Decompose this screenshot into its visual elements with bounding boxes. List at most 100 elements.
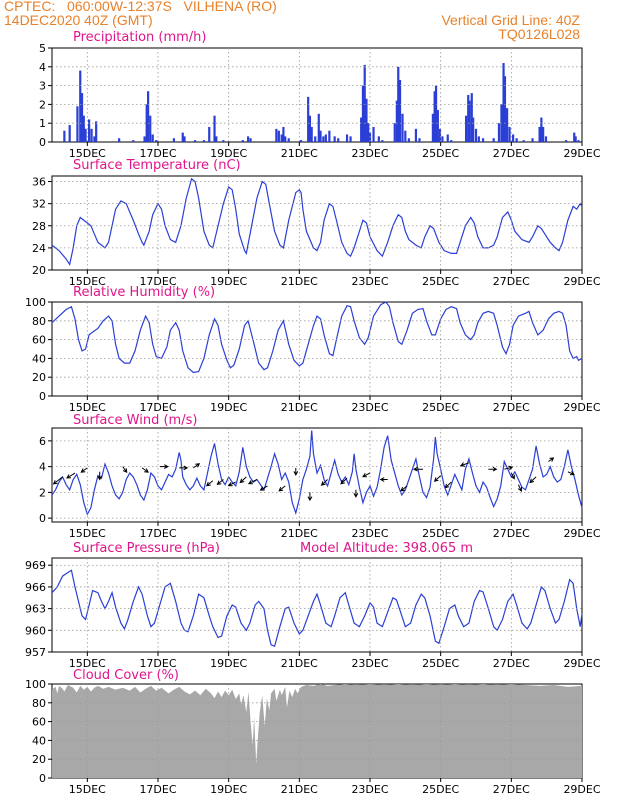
precip-bar (322, 136, 325, 142)
x-tick-label: 27DEC (493, 527, 530, 540)
surface-wind-panel: 0 2 4 6 15DEC 17DEC 19DEC 21DEC 23DEC 25DEC 27DEC 2… (39, 413, 601, 540)
x-tick-label: 17DEC (139, 527, 176, 540)
y-tick-label: 20 (32, 371, 46, 384)
precip-bar (404, 130, 407, 142)
y-tick-label: 960 (25, 624, 46, 637)
y-tick-label: 28 (32, 220, 46, 233)
wind-vector (193, 463, 201, 469)
precip-bar (277, 130, 280, 142)
x-tick-label: 29DEC (563, 783, 600, 796)
precip-bar (474, 128, 478, 142)
precip-bar (497, 123, 501, 142)
precip-bar (310, 126, 313, 142)
precip-bar (314, 136, 317, 142)
precip-bar (565, 140, 568, 142)
precip-bar (397, 66, 400, 142)
precip-bar (468, 100, 471, 142)
panel-title: Surface Pressure (hPa) (73, 541, 220, 556)
plot-frame (51, 301, 583, 397)
precip-bar (333, 136, 336, 142)
wind-vector (433, 475, 442, 482)
x-tick-label: 19DEC (210, 527, 247, 540)
wind-vector (80, 467, 88, 473)
precip-bar (183, 136, 186, 142)
y-tick-label: 5 (39, 42, 46, 55)
precip-bar (441, 136, 444, 142)
precip-bar (512, 134, 515, 142)
forecast-start-time: 14DEC2020 40Z (GMT) (4, 12, 153, 28)
plot-frame (51, 175, 583, 271)
y-tick-label: 0 (39, 772, 46, 785)
precip-bar (76, 106, 79, 142)
precip-bar (95, 121, 98, 142)
x-tick-label: 15DEC (69, 527, 106, 540)
x-tick-label: 21DEC (281, 527, 318, 540)
precip-bar (395, 100, 398, 142)
x-tick-label: 19DEC (210, 147, 247, 160)
x-tick-label: 23DEC (351, 527, 388, 540)
wind-vector (159, 464, 169, 469)
relative-humidity-line (51, 301, 583, 374)
precip-bar (398, 79, 402, 142)
precip-bar (431, 113, 434, 142)
precip-bar (414, 128, 418, 142)
precip-bar (80, 93, 84, 142)
precip-bar (538, 126, 541, 142)
model-id: TQ0126L028 (498, 26, 580, 42)
precip-bar (300, 140, 303, 142)
x-tick-label: 23DEC (351, 147, 388, 160)
precip-bar (505, 108, 509, 142)
panel-title: Surface Temperature (nC) (73, 158, 241, 173)
precip-bar (401, 113, 404, 142)
panel-title: Precipitation (mm/h) (73, 30, 206, 45)
precip-bar (88, 119, 91, 142)
x-tick-label: 19DEC (210, 401, 247, 414)
y-tick-label: 3 (39, 80, 46, 93)
precip-bar (215, 136, 218, 142)
y-tick-label: 36 (32, 176, 46, 189)
x-tick-label: 25DEC (422, 527, 459, 540)
y-tick-label: 4 (39, 61, 46, 74)
precip-bar (151, 134, 154, 142)
relative-humidity-panel: 0 20 40 60 80 100 15DEC 17DEC 19DEC 21DEC 23DEC 25D… (25, 285, 601, 414)
precip-bar (143, 136, 146, 142)
x-tick-label: 29DEC (563, 275, 600, 288)
precip-bar (481, 138, 485, 142)
surface-wind-line (51, 430, 583, 516)
x-tick-label: 17DEC (139, 275, 176, 288)
y-tick-label: 0 (39, 390, 46, 403)
wind-vector (141, 467, 149, 473)
y-tick-label: 966 (25, 581, 46, 594)
precip-bar (275, 128, 278, 142)
cloud-cover-panel: 0 20 40 60 80 100 15DEC 17DEC 19DEC 21DEC 23DEC 25D… (25, 668, 601, 796)
model-altitude-annotation: Model Altitude: 398.065 m (300, 541, 473, 556)
x-tick-label: 29DEC (563, 527, 600, 540)
precip-bar (247, 136, 250, 142)
precip-bar (308, 115, 312, 142)
precip-bar (577, 140, 580, 142)
x-tick-label: 29DEC (563, 657, 600, 670)
wind-vector (247, 479, 258, 485)
precip-bar (531, 138, 534, 142)
wind-vector (459, 462, 470, 467)
precip-bar (241, 140, 244, 142)
precip-bar (63, 130, 66, 142)
wind-vector (239, 476, 247, 484)
precip-bar (213, 115, 216, 142)
y-tick-label: 20 (32, 264, 46, 277)
x-tick-label: 23DEC (351, 783, 388, 796)
y-tick-label: 60 (32, 334, 46, 347)
x-tick-label: 21DEC (281, 783, 318, 796)
wind-vector (122, 466, 128, 474)
wind-vector (259, 485, 268, 491)
wind-vector (517, 484, 523, 492)
precip-bar (450, 140, 453, 142)
x-tick-label: 25DEC (422, 401, 459, 414)
wind-vector (510, 472, 515, 480)
precip-bar (502, 63, 505, 142)
precip-bar (542, 126, 545, 142)
precip-bar (280, 134, 283, 142)
precip-bar (574, 136, 577, 142)
wind-vector (307, 492, 313, 502)
